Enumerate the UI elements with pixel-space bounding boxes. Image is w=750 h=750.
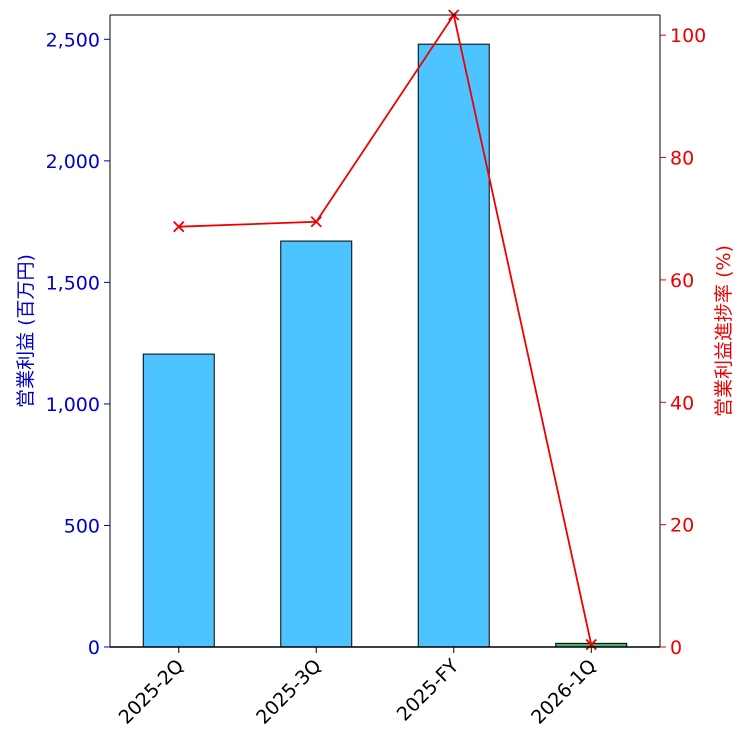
left-tick-label: 1,500 [46,272,100,294]
left-tick-label: 2,000 [46,151,100,173]
right-tick-label: 100 [670,25,706,47]
x-tick-label: 2025-FY [393,655,464,726]
x-tick-label: 2026-1Q [527,655,601,729]
progress-point-2025-2Q [173,221,185,233]
right-axis-label: 営業利益進捗率 (%) [713,245,735,417]
marker-stroke [310,216,322,228]
left-tick-label: 2,500 [46,29,100,51]
progress-point-2026-1Q [585,638,597,651]
left-tick-label: 500 [64,515,100,537]
marker-stroke [173,221,185,233]
axes-layer [109,14,661,648]
bars-layer [142,43,628,648]
right-tick-label: 40 [670,392,694,414]
bar-2025-2Q [142,353,215,648]
right-tick-label: 80 [670,148,694,170]
right-tick-label: 60 [670,270,694,292]
right-tick-label: 0 [670,637,682,659]
progress-line-layer [173,9,597,651]
bar-2025-FY [417,43,490,648]
progress-point-2025-3Q [310,216,322,228]
progress-line [178,12,593,645]
left-axis-label: 営業利益 (百万円) [15,254,37,408]
left-tick-label: 0 [88,637,100,659]
x-tick-label: 2025-3Q [252,655,326,729]
bar-2025-3Q [280,240,353,648]
x-tick-label: 2025-2Q [115,655,189,729]
right-tick-label: 20 [670,515,694,537]
marker-stroke [585,638,597,651]
left-tick-label: 1,000 [46,394,100,416]
